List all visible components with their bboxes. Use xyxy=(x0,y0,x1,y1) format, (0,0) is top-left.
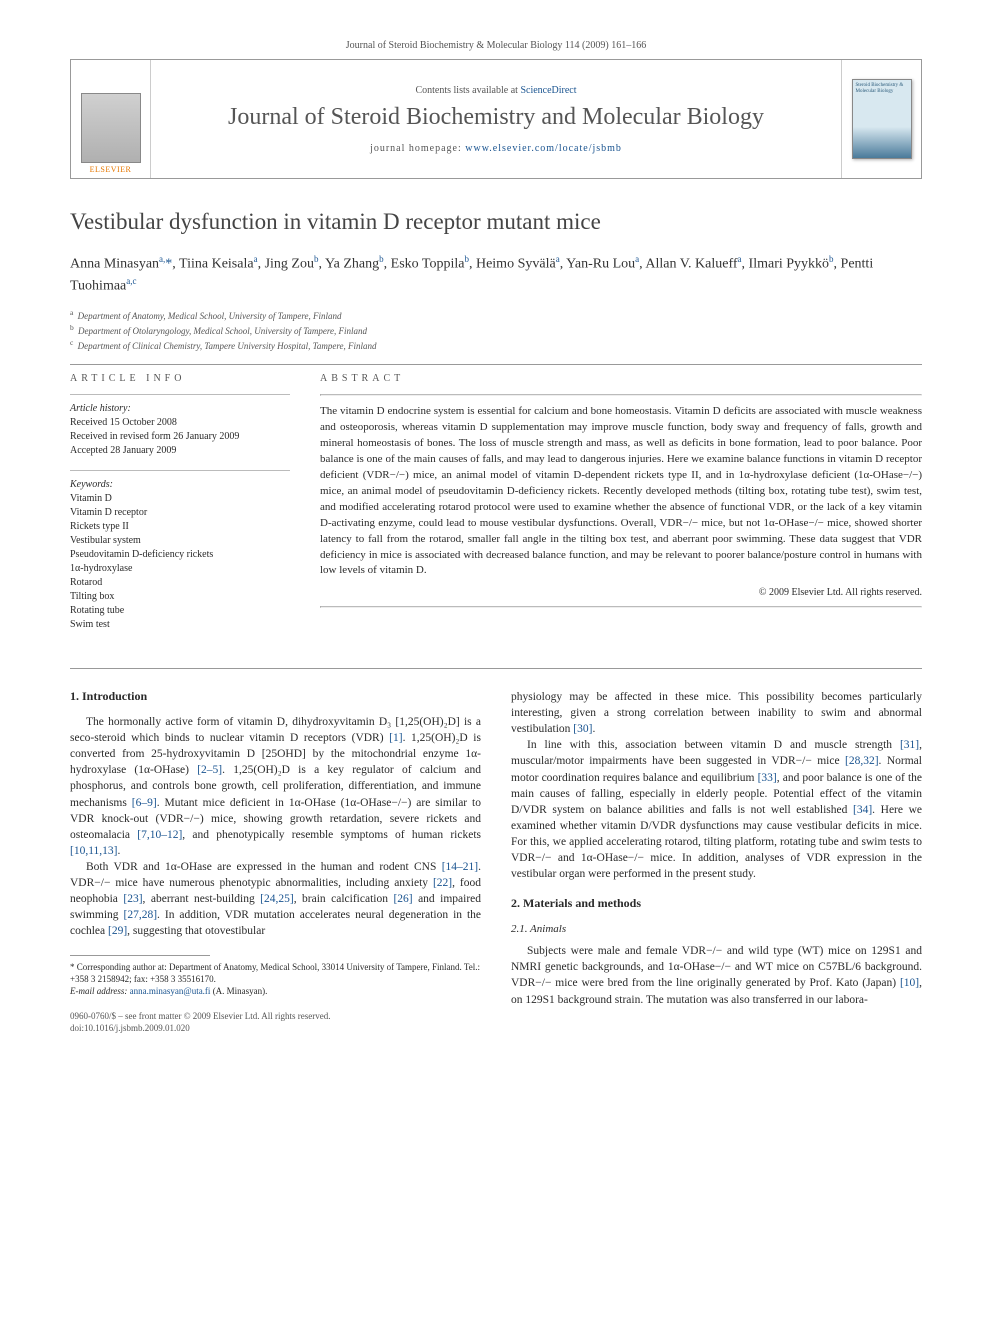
body-columns: 1. Introduction The hormonally active fo… xyxy=(70,689,922,1035)
contents-available-line: Contents lists available at ScienceDirec… xyxy=(415,85,576,96)
right-column: physiology may be affected in these mice… xyxy=(511,689,922,1035)
journal-cover-icon: Steroid Biochemistry & Molecular Biology xyxy=(852,79,912,159)
sciencedirect-link[interactable]: ScienceDirect xyxy=(520,85,576,96)
intro-para-4: In line with this, association between v… xyxy=(511,737,922,882)
article-info-column: ARTICLE INFO Article history: Received 1… xyxy=(70,373,290,644)
abstract-text: The vitamin D endocrine system is essent… xyxy=(320,404,922,579)
author-list: Anna Minasyana,*, Tiina Keisalaa, Jing Z… xyxy=(70,253,922,296)
keyword-item: Rotarod xyxy=(70,576,290,590)
footnote-rule xyxy=(70,955,210,956)
divider xyxy=(70,364,922,365)
email-label: E-mail address: xyxy=(70,986,127,996)
doi-line: doi:10.1016/j.jsbmb.2009.01.020 xyxy=(70,1023,481,1035)
affiliation-a: a Department of Anatomy, Medical School,… xyxy=(70,308,922,323)
keyword-item: Rickets type II xyxy=(70,520,290,534)
keyword-item: Rotating tube xyxy=(70,604,290,618)
history-revised: Received in revised form 26 January 2009 xyxy=(70,430,290,444)
left-column: 1. Introduction The hormonally active fo… xyxy=(70,689,481,1035)
abstract-heading: ABSTRACT xyxy=(320,373,922,384)
divider xyxy=(320,394,922,396)
abstract-column: ABSTRACT The vitamin D endocrine system … xyxy=(320,373,922,644)
section-1-heading: 1. Introduction xyxy=(70,689,481,704)
history-block: Received 15 October 2008 Received in rev… xyxy=(70,416,290,458)
issn-line: 0960-0760/$ – see front matter © 2009 El… xyxy=(70,1011,481,1023)
keyword-item: Vestibular system xyxy=(70,534,290,548)
section-2-heading: 2. Materials and methods xyxy=(511,896,922,911)
history-accepted: Accepted 28 January 2009 xyxy=(70,444,290,458)
footer-block: 0960-0760/$ – see front matter © 2009 El… xyxy=(70,1011,481,1034)
keywords-label: Keywords: xyxy=(70,479,290,490)
divider xyxy=(320,606,922,608)
info-abstract-row: ARTICLE INFO Article history: Received 1… xyxy=(70,373,922,644)
elsevier-label: ELSEVIER xyxy=(90,165,132,174)
article-title: Vestibular dysfunction in vitamin D rece… xyxy=(70,209,922,235)
article-info-heading: ARTICLE INFO xyxy=(70,373,290,384)
keywords-list: Vitamin DVitamin D receptorRickets type … xyxy=(70,492,290,632)
keyword-item: Pseudovitamin D-deficiency rickets xyxy=(70,548,290,562)
journal-citation: Journal of Steroid Biochemistry & Molecu… xyxy=(70,40,922,51)
email-who: (A. Minasyan). xyxy=(213,986,268,996)
affiliation-b: b Department of Otolaryngology, Medical … xyxy=(70,323,922,338)
divider xyxy=(70,470,290,471)
keyword-item: Tilting box xyxy=(70,590,290,604)
homepage-line: journal homepage: www.elsevier.com/locat… xyxy=(370,143,622,154)
cover-block: Steroid Biochemistry & Molecular Biology xyxy=(841,60,921,178)
publisher-block: ELSEVIER xyxy=(71,60,151,178)
homepage-link[interactable]: www.elsevier.com/locate/jsbmb xyxy=(465,143,622,154)
email-link[interactable]: anna.minasyan@uta.fi xyxy=(130,986,211,996)
intro-para-2: Both VDR and 1α-OHase are expressed in t… xyxy=(70,859,481,939)
keyword-item: 1α-hydroxylase xyxy=(70,562,290,576)
divider xyxy=(70,668,922,669)
affiliation-c: c Department of Clinical Chemistry, Tamp… xyxy=(70,338,922,353)
keyword-item: Vitamin D receptor xyxy=(70,506,290,520)
section-2-1-heading: 2.1. Animals xyxy=(511,923,922,935)
animals-para: Subjects were male and female VDR−/− and… xyxy=(511,943,922,1007)
affiliations: a Department of Anatomy, Medical School,… xyxy=(70,308,922,352)
homepage-label: journal homepage: xyxy=(370,143,465,154)
contents-prefix: Contents lists available at xyxy=(415,85,520,96)
history-label: Article history: xyxy=(70,403,290,414)
elsevier-tree-icon xyxy=(81,93,141,163)
journal-name: Journal of Steroid Biochemistry and Mole… xyxy=(228,104,764,131)
keyword-item: Swim test xyxy=(70,618,290,632)
abstract-copyright: © 2009 Elsevier Ltd. All rights reserved… xyxy=(320,587,922,598)
intro-para-1: The hormonally active form of vitamin D,… xyxy=(70,714,481,859)
keyword-item: Vitamin D xyxy=(70,492,290,506)
footnote-corr: * Corresponding author at: Department of… xyxy=(70,962,481,985)
footnote-email-line: E-mail address: anna.minasyan@uta.fi (A.… xyxy=(70,986,481,998)
divider xyxy=(70,394,290,395)
history-received: Received 15 October 2008 xyxy=(70,416,290,430)
intro-para-3: physiology may be affected in these mice… xyxy=(511,689,922,737)
journal-banner: ELSEVIER Contents lists available at Sci… xyxy=(70,59,922,179)
corresponding-author-footnote: * Corresponding author at: Department of… xyxy=(70,962,481,997)
banner-center: Contents lists available at ScienceDirec… xyxy=(151,60,841,178)
